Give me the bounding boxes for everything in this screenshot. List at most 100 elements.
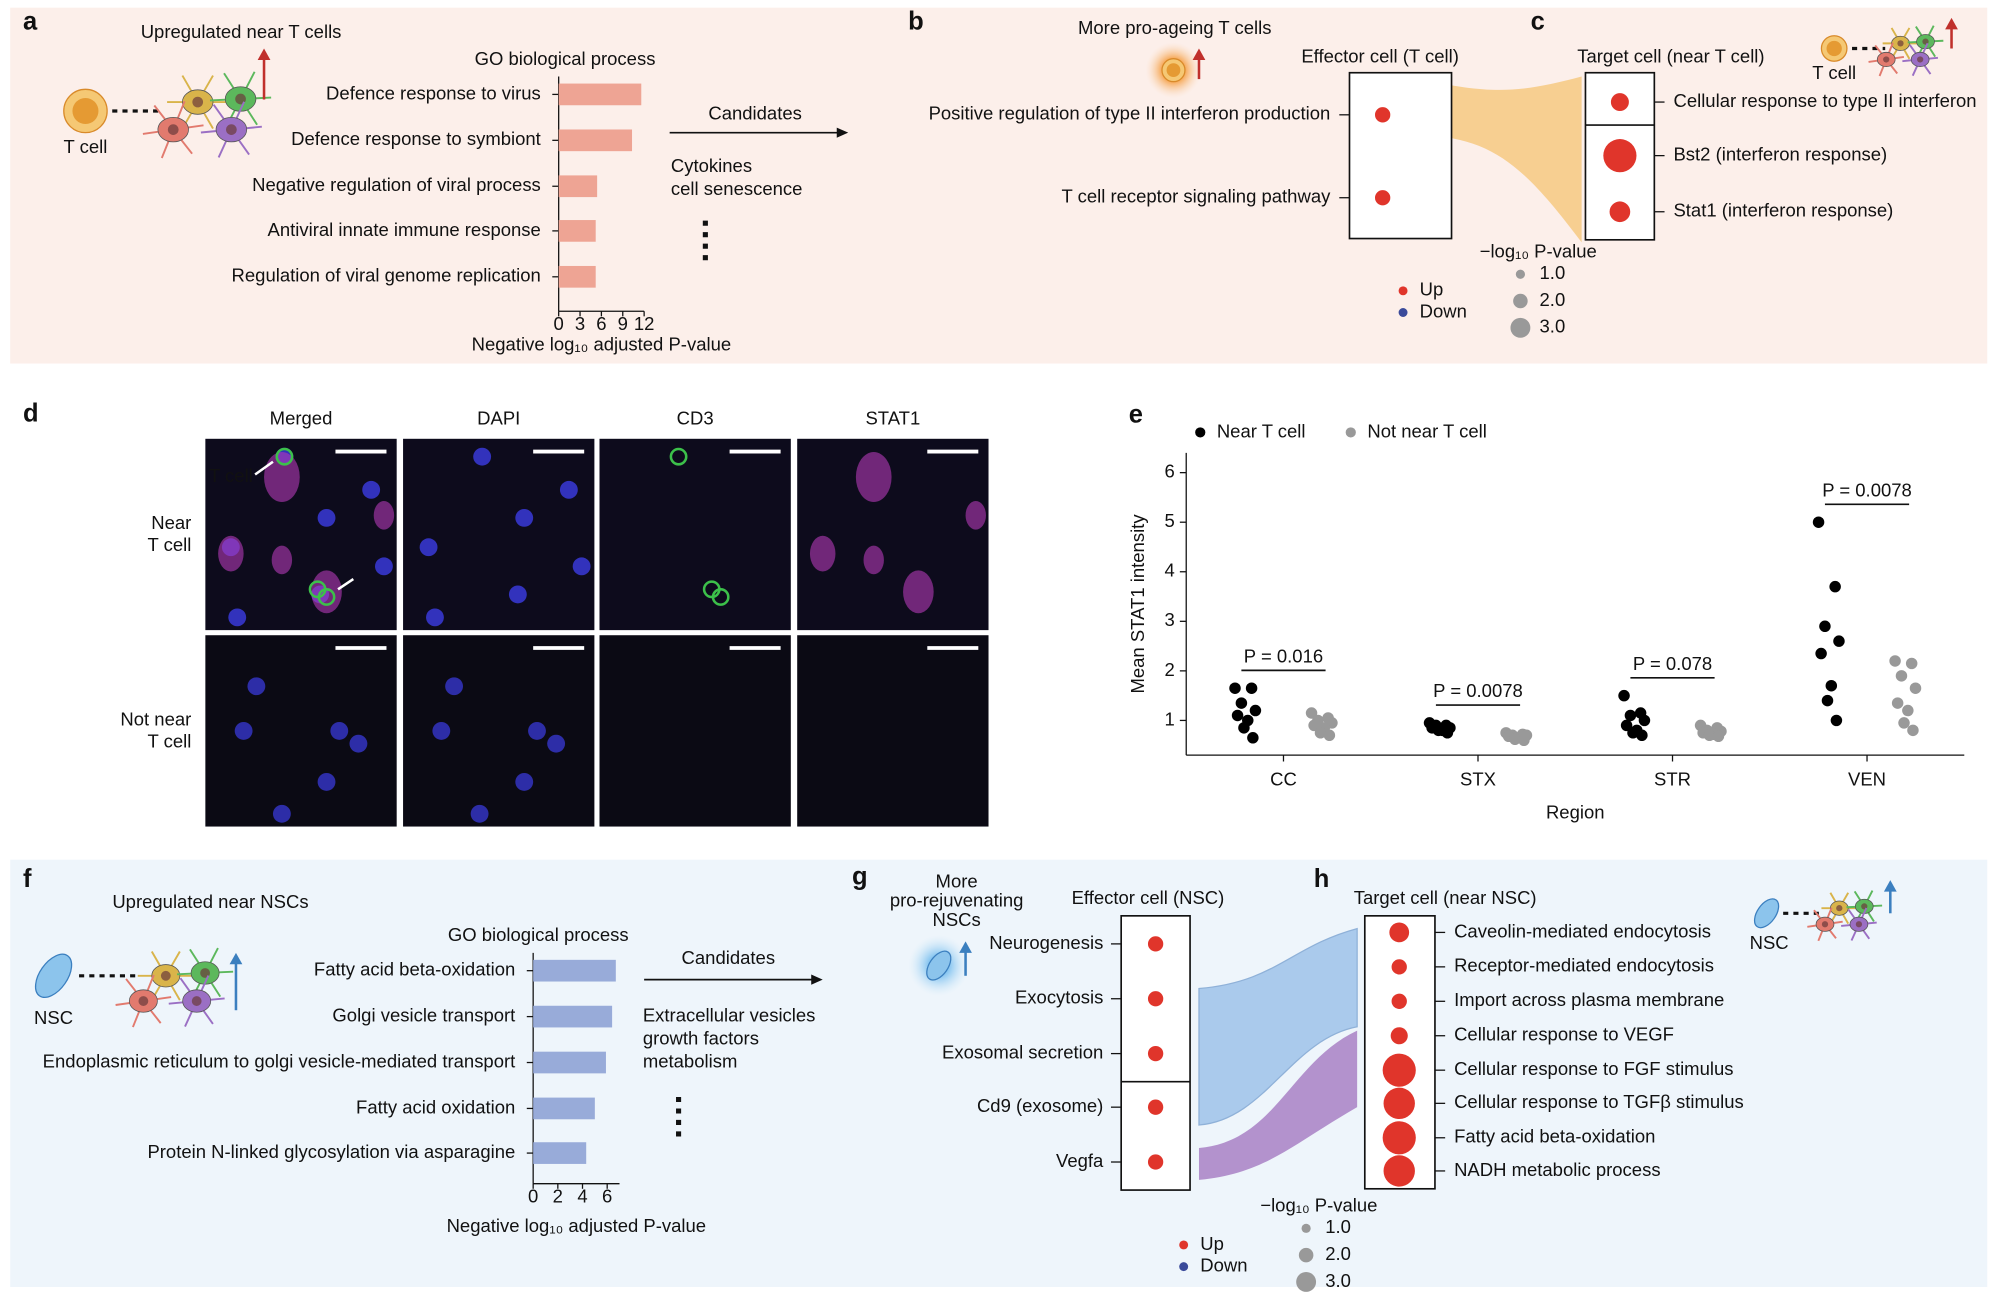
category-label: Exosomal secretion xyxy=(942,1041,1103,1062)
column-header: STAT1 xyxy=(865,408,920,429)
label: Candidates xyxy=(708,103,802,124)
label: metabolism xyxy=(643,1050,738,1071)
category-label: Neurogenesis xyxy=(989,932,1103,953)
x-tick-label: 2 xyxy=(553,1186,563,1207)
point xyxy=(1238,722,1250,734)
legend-marker xyxy=(1345,427,1356,438)
size-legend-dot xyxy=(1513,293,1528,309)
arrowhead xyxy=(836,127,849,138)
nucleus-icon xyxy=(1897,40,1904,47)
category-label: Antiviral innate immune response xyxy=(268,219,541,240)
panel-label: e xyxy=(1129,401,1143,429)
chart-title: Effector cell (T cell) xyxy=(1301,45,1459,66)
legend-label: Near T cell xyxy=(1217,420,1306,441)
row-label: Not near xyxy=(120,709,191,730)
chart-title: Effector cell (NSC) xyxy=(1072,887,1225,908)
dot xyxy=(1147,1099,1164,1115)
point xyxy=(1627,727,1639,739)
category-label: Receptor-mediated endocytosis xyxy=(1454,955,1714,976)
point xyxy=(1638,714,1651,727)
stat1-signal xyxy=(965,501,986,530)
bar xyxy=(558,175,598,198)
point xyxy=(1891,697,1904,709)
label: NSC xyxy=(1750,932,1789,953)
nucleus xyxy=(419,538,438,557)
size-legend-dot xyxy=(1510,317,1531,338)
x-tick-label: CC xyxy=(1270,769,1297,790)
point xyxy=(1323,729,1336,742)
direction-legend-dot xyxy=(1398,286,1408,296)
column-header: CD3 xyxy=(677,408,714,429)
nucleus xyxy=(426,608,444,627)
arrow-icon xyxy=(1945,17,1958,30)
arrowhead xyxy=(811,974,823,985)
point xyxy=(1636,729,1648,742)
nucleus xyxy=(349,734,368,753)
nucleus xyxy=(547,734,566,753)
label: pro-rejuvenating xyxy=(890,890,1024,911)
direction-legend-label: Down xyxy=(1420,300,1467,321)
x-tick-label: 9 xyxy=(618,313,628,334)
tcell-nucleus xyxy=(1166,63,1181,78)
stat1-signal xyxy=(271,545,293,575)
category-label: Golgi vesicle transport xyxy=(332,1004,515,1025)
legend-title: −log₁₀ P-value xyxy=(1480,240,1597,261)
point xyxy=(1432,724,1445,737)
category-label: Defence response to virus xyxy=(326,82,541,103)
direction-legend-dot xyxy=(1179,1240,1189,1250)
dot xyxy=(1390,1027,1408,1045)
x-tick-label: 4 xyxy=(577,1186,587,1207)
x-tick-label: 0 xyxy=(554,313,564,334)
point xyxy=(1441,727,1454,739)
direction-legend-dot xyxy=(1179,1262,1189,1272)
dot xyxy=(1610,93,1629,112)
nucleus-icon xyxy=(167,124,179,135)
dot xyxy=(1147,936,1164,952)
x-tick-label: STX xyxy=(1460,769,1496,790)
stat1-signal xyxy=(809,535,836,572)
x-axis-label: Negative log₁₀ adjusted P-value xyxy=(472,334,732,355)
nucleus xyxy=(317,772,336,791)
cd3-ring xyxy=(317,588,336,606)
category-label: Bst2 (interferon response) xyxy=(1673,144,1887,165)
label: Upregulated near T cells xyxy=(141,21,342,42)
point xyxy=(1618,689,1630,702)
category-label: Cd9 (exosome) xyxy=(977,1095,1103,1116)
label: Extracellular vesicles xyxy=(643,1004,816,1025)
nucleus-icon xyxy=(160,970,171,981)
nucleus-icon xyxy=(191,996,202,1006)
stat1-signal xyxy=(264,452,300,503)
bar xyxy=(533,1142,587,1164)
dot xyxy=(1375,107,1391,123)
micrograph xyxy=(205,635,397,827)
label: NSCs xyxy=(932,909,980,930)
nucleus-icon xyxy=(1855,921,1863,928)
direction-legend-label: Down xyxy=(1200,1254,1247,1275)
point xyxy=(1821,694,1834,707)
direction-legend-label: Up xyxy=(1420,279,1444,300)
point xyxy=(1245,682,1258,694)
panel-label: f xyxy=(23,865,32,893)
category-label: Regulation of viral genome replication xyxy=(232,265,541,286)
panel-label: b xyxy=(908,8,924,36)
nucleus xyxy=(473,447,492,466)
category-label: Fatty acid oxidation xyxy=(356,1096,515,1117)
chart-title: Target cell (near T cell) xyxy=(1577,45,1764,66)
point xyxy=(1825,680,1838,692)
dot xyxy=(1603,139,1637,173)
flow-ribbon xyxy=(1198,1030,1358,1180)
x-tick-label: STR xyxy=(1654,769,1691,790)
dot xyxy=(1147,1154,1164,1170)
bar xyxy=(533,1051,606,1074)
micrograph xyxy=(599,438,791,631)
flow-ribbon xyxy=(1422,76,1582,243)
y-tick-label: 4 xyxy=(1164,560,1174,581)
label: cell senescence xyxy=(671,178,803,199)
nucleus xyxy=(362,480,381,499)
nucleus xyxy=(317,508,336,527)
bar xyxy=(558,83,642,106)
point xyxy=(1247,732,1259,744)
micrograph xyxy=(403,635,595,827)
point xyxy=(1624,709,1637,722)
tcell-nucleus xyxy=(72,97,99,125)
